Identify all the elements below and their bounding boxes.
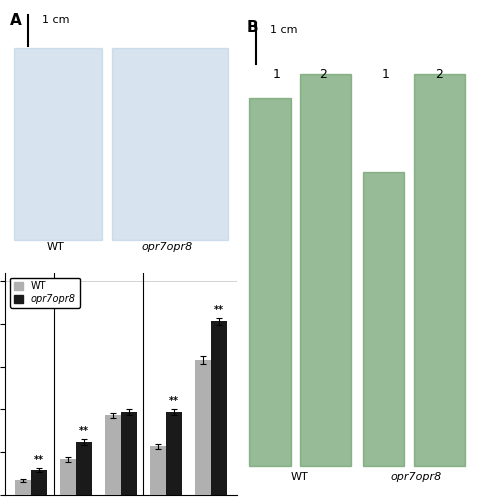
Bar [166, 412, 182, 495]
Bar [414, 74, 465, 466]
Text: **: ** [214, 304, 224, 314]
Bar [363, 172, 404, 466]
Text: 1: 1 [273, 68, 281, 82]
Text: 2: 2 [435, 68, 443, 82]
Bar [211, 322, 227, 495]
Legend: WT, opr7opr8: WT, opr7opr8 [10, 278, 80, 308]
Bar [300, 74, 351, 466]
Text: 1 cm: 1 cm [270, 24, 297, 34]
Bar [150, 446, 166, 495]
Bar [195, 360, 211, 495]
Text: 1: 1 [382, 68, 390, 82]
Text: **: ** [79, 426, 89, 436]
Text: WT: WT [47, 242, 65, 252]
Bar [249, 98, 291, 466]
Text: opr7opr8: opr7opr8 [142, 242, 193, 252]
Text: A: A [10, 12, 21, 28]
Text: WT: WT [291, 472, 309, 482]
Text: 1 cm: 1 cm [42, 15, 69, 25]
Text: opr7opr8: opr7opr8 [390, 472, 442, 482]
Bar [105, 416, 121, 495]
Bar [76, 442, 92, 495]
Bar [31, 470, 47, 495]
Bar [14, 48, 103, 240]
Bar [60, 459, 76, 495]
Text: B: B [247, 20, 258, 34]
Bar [112, 48, 228, 240]
Bar [121, 412, 137, 495]
Bar [15, 480, 31, 495]
Text: **: ** [34, 455, 44, 465]
Text: **: ** [169, 396, 179, 406]
Text: 2: 2 [319, 68, 327, 82]
